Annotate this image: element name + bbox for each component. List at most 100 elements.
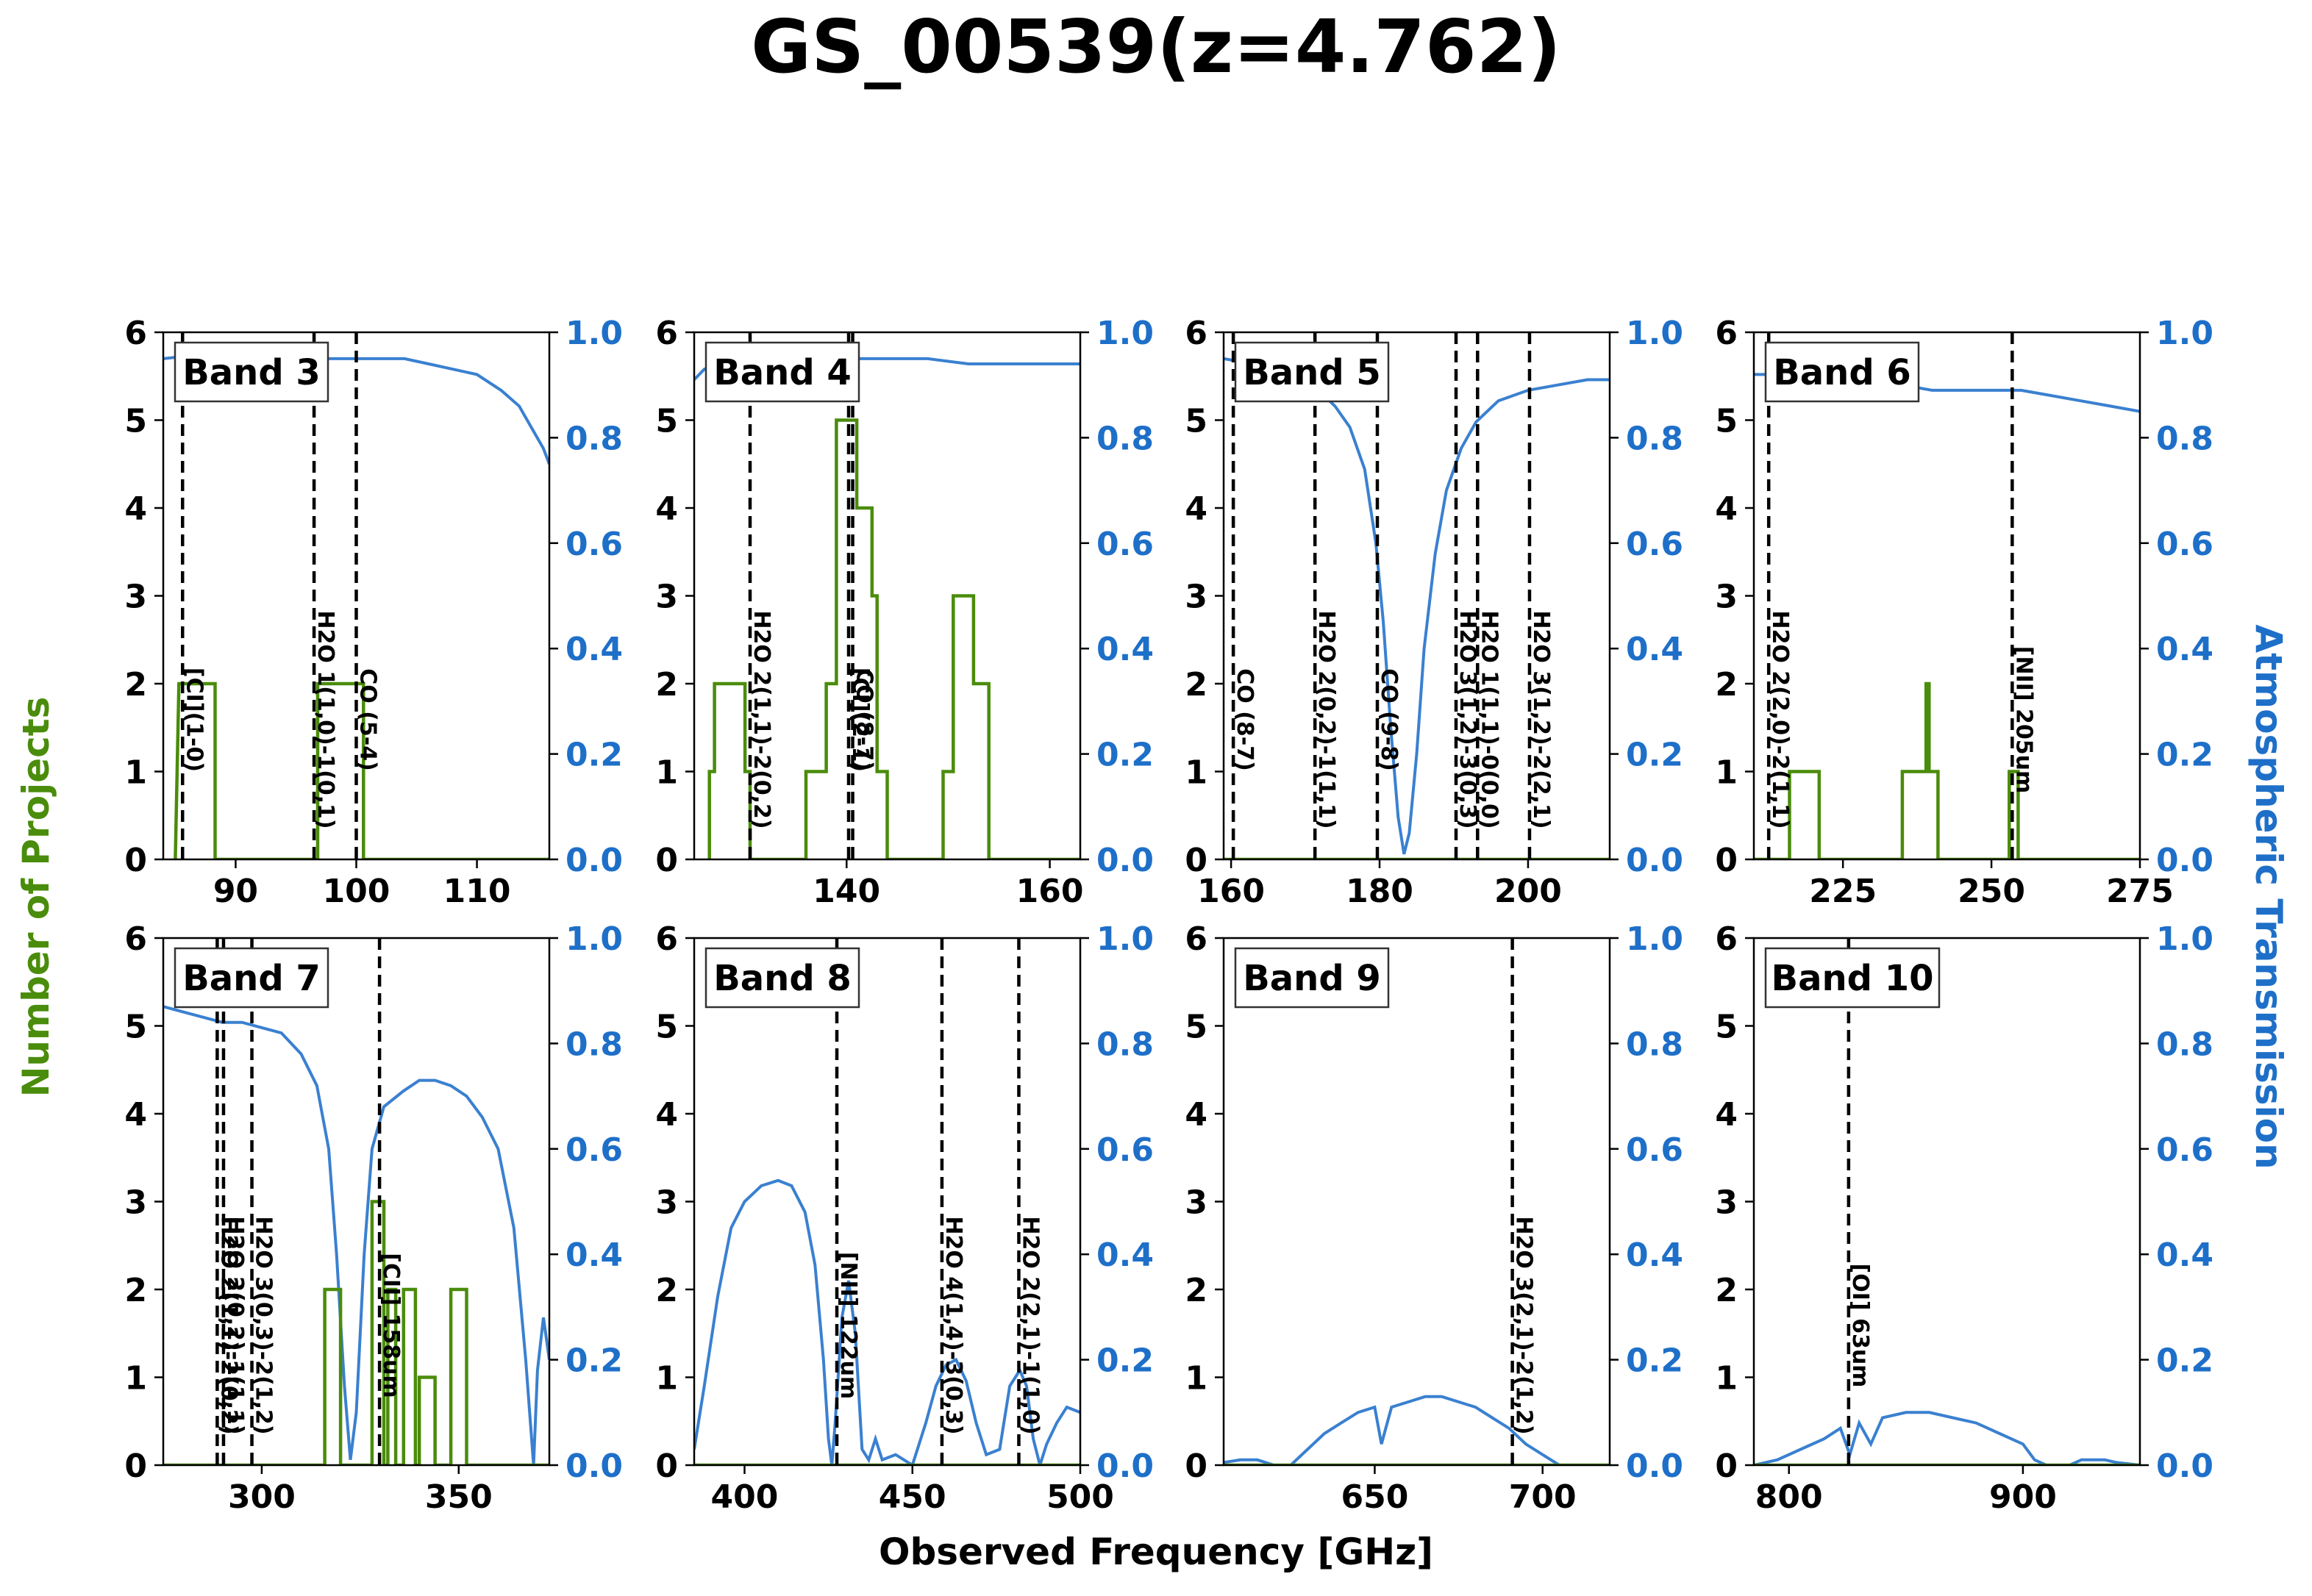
left-y-tick-label: 3 (655, 1184, 678, 1222)
band-label-text: Band 9 (1243, 958, 1381, 999)
left-y-tick-label: 6 (124, 920, 147, 958)
x-tick-label: 200 (1494, 873, 1562, 910)
left-y-tick-label: 4 (1185, 1096, 1207, 1134)
left-y-tick-label: 1 (655, 754, 678, 792)
right-y-tick-label: 0.4 (1096, 631, 1154, 668)
x-axis-label: Observed Frequency [GHz] (879, 1531, 1433, 1573)
plot-area: H2O 2(1,1)-2(0,2) [CI](2-1)CO (8-7) (694, 332, 1080, 859)
x-tick-label: 140 (813, 873, 880, 910)
x-tick-label: 90 (213, 873, 258, 910)
band-label: Band 7 (174, 947, 329, 1009)
left-y-tick-label: 6 (1185, 315, 1207, 352)
right-y-tick-label: 0.2 (1626, 1342, 1683, 1380)
left-y-tick-label: 5 (655, 403, 678, 440)
right-y-tick-label: 0.4 (2156, 1237, 2213, 1274)
band-label-box (1234, 947, 1390, 1009)
transmission-line (694, 1178, 1080, 1465)
right-y-tick-label: 0.6 (2156, 1131, 2213, 1169)
spectral-line-label: H2O 3(0,3)-2(1,2) (251, 1216, 276, 1434)
right-y-tick-label: 0.2 (1096, 737, 1154, 774)
right-y-tick-label: 1.0 (565, 315, 623, 352)
axes-frame (1752, 331, 2141, 861)
axes-frame (1222, 937, 1611, 1467)
x-tick-label: 800 (1755, 1478, 1823, 1516)
left-y-tick-label: 4 (1715, 1096, 1738, 1134)
x-tick-label: 110 (443, 873, 511, 910)
right-y-tick-label: 0.0 (1626, 842, 1683, 879)
x-tick-label: 225 (1809, 873, 1877, 910)
right-y-tick-label: 0.0 (2156, 1448, 2213, 1485)
left-y-tick-label: 5 (1185, 403, 1207, 440)
transmission-line (1224, 1395, 1610, 1465)
left-y-tick-label: 0 (124, 842, 147, 879)
left-y-tick-label: 6 (124, 315, 147, 352)
band-label-text: Band 10 (1771, 958, 1933, 999)
right-y-tick-label: 1.0 (1096, 315, 1154, 352)
left-y-tick-label: 3 (1185, 579, 1207, 616)
left-y-tick-label: 0 (655, 842, 678, 879)
left-y-tick-label: 2 (1185, 1272, 1207, 1309)
right-y-tick-label: 1.0 (1626, 315, 1683, 352)
left-y-tick-label: 5 (124, 403, 147, 440)
left-y-tick-label: 5 (1715, 1009, 1738, 1046)
left-y-tick-label: 2 (655, 1272, 678, 1309)
x-tick-label: 160 (1016, 873, 1084, 910)
right-y-tick-label: 0.8 (1096, 420, 1154, 457)
right-y-tick-label: 0.8 (1096, 1026, 1154, 1063)
right-y-tick-label: 0.6 (1626, 1131, 1683, 1169)
panel-band-6: H2O 2(2,0)-2(1,1) [NII] 205um Band 6 0 1 2 3 4 5… (1715, 315, 2213, 910)
band-label-text: Band 6 (1773, 352, 1911, 393)
left-y-tick-label: 6 (1715, 920, 1738, 958)
axes-frame (1752, 937, 2141, 1467)
right-y-tick-label: 0.8 (1626, 420, 1683, 457)
left-y-tick-label: 5 (124, 1009, 147, 1046)
right-y-tick-label: 0.8 (565, 1026, 623, 1063)
spectral-line-label: H2O 2(0,2)-1(1,1) (222, 1216, 248, 1434)
spectral-line-label: H2O 1(1,0)-1(0,1) (313, 610, 338, 829)
left-y-tick-label: 6 (1185, 920, 1207, 958)
x-tick-label: 400 (711, 1478, 779, 1516)
right-y-tick-label: 0.4 (2156, 631, 2213, 668)
right-y-tick-label: 0.8 (565, 420, 623, 457)
band-label: Band 6 (1764, 341, 1920, 403)
right-y-tick-label: 0.0 (1096, 1448, 1154, 1485)
left-y-tick-label: 5 (1715, 403, 1738, 440)
transmission-line (163, 1005, 549, 1465)
plot-area: H2O 2(2,0)-2(1,1) [NII] 205um (1754, 332, 2140, 859)
spectral-line-label: [CII] 158um (378, 1253, 404, 1398)
projects-line (1754, 681, 2140, 859)
right-y-tick-label: 0.6 (565, 1131, 623, 1169)
panel-band-5: CO (8-7) H2O 2(0,2)-1(1,1) CO (9-8) H2O 3(1… (1185, 315, 1683, 910)
panel-band-7: H2O 2(1,1)-2(0,2)H2O 2(0,2)-1(1,1) H2O 3(… (124, 920, 623, 1516)
left-y-tick-label: 0 (1715, 1448, 1738, 1485)
left-y-tick-label: 5 (655, 1009, 678, 1046)
left-y-tick-label: 0 (1185, 842, 1207, 879)
band-label: Band 5 (1234, 341, 1390, 403)
spectral-line-label: [NII] 122um (835, 1252, 861, 1400)
x-tick-label: 300 (228, 1478, 296, 1516)
figure-title: GS_00539(z=4.762) (751, 4, 1561, 90)
transmission-line (1754, 1411, 2140, 1465)
left-y-tick-label: 3 (655, 579, 678, 616)
x-tick-label: 180 (1346, 873, 1413, 910)
transmission-line (1224, 357, 1610, 855)
left-y-tick-label: 6 (655, 920, 678, 958)
x-tick-label: 350 (425, 1478, 493, 1516)
left-y-tick-label: 2 (124, 666, 147, 704)
spectral-line-label: H2O 4(1,4)-3(0,3) (941, 1216, 966, 1434)
band-label-text: Band 5 (1243, 352, 1381, 393)
left-y-tick-label: 6 (655, 315, 678, 352)
band-label-text: Band 4 (713, 352, 852, 393)
band-label-box (704, 341, 860, 403)
right-y-tick-label: 0.8 (2156, 1026, 2213, 1063)
right-y-tick-label: 0.2 (565, 1342, 623, 1380)
left-y-tick-label: 2 (655, 666, 678, 704)
spectral-line-label: H2O 3(2,1)-2(1,2) (1511, 1216, 1537, 1434)
left-y-tick-label: 2 (1715, 1272, 1738, 1309)
left-y-tick-label: 1 (124, 754, 147, 792)
right-y-tick-label: 0.0 (565, 1448, 623, 1485)
left-y-tick-label: 4 (124, 1096, 147, 1134)
panel-band-3: [CI](1-0) H2O 1(1,0)-1(0,1) CO (5-4) Band 3… (124, 315, 623, 910)
right-y-tick-label: 0.2 (1626, 737, 1683, 774)
